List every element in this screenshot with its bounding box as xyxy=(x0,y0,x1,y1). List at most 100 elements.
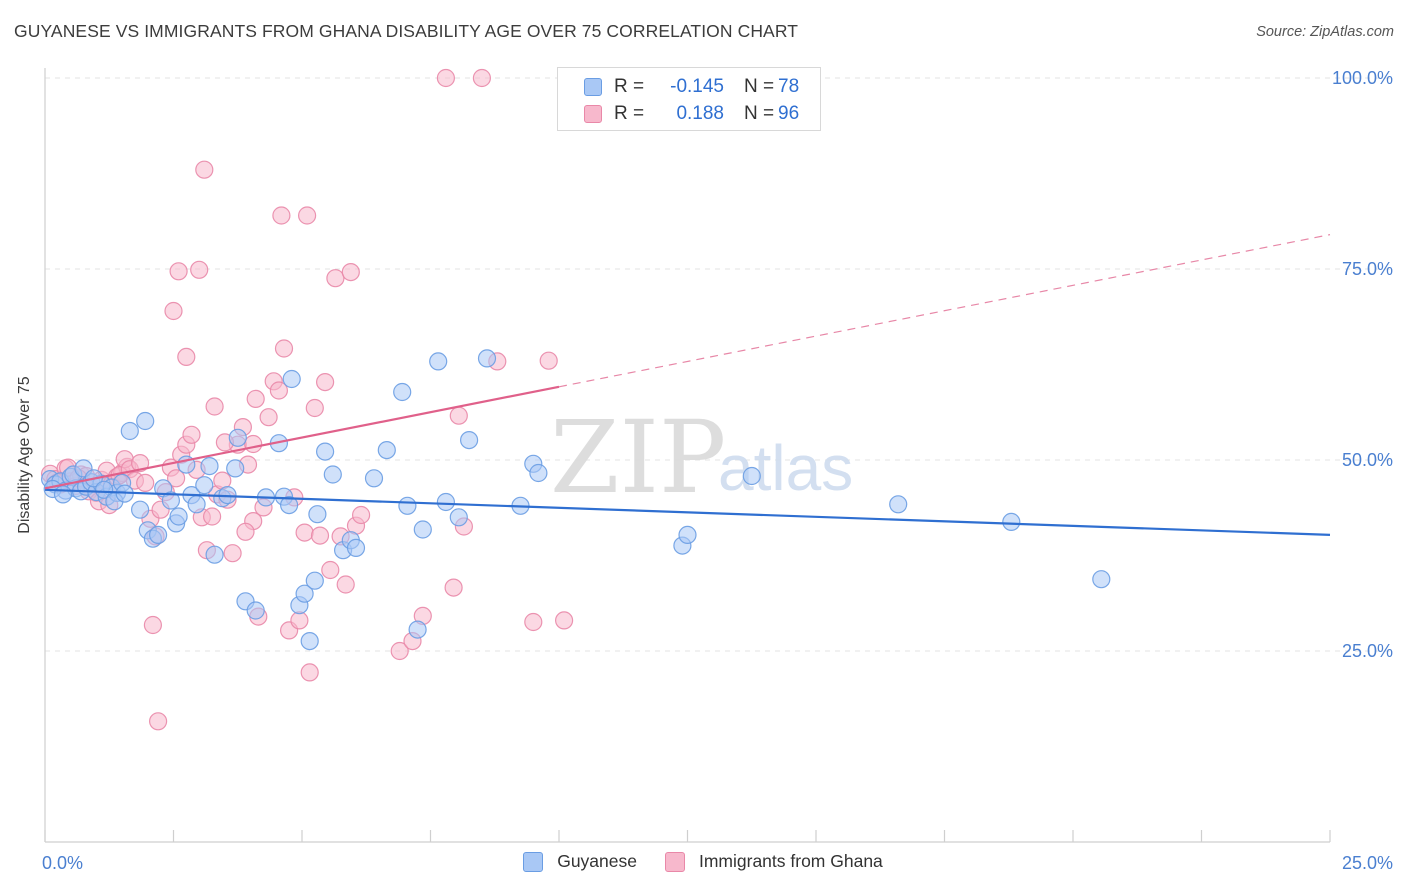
trend-line-guyanese xyxy=(44,488,1331,536)
ghana-point xyxy=(326,269,345,288)
x-tick-label: 25.0% xyxy=(1342,853,1393,873)
legend-r-value: 0.188 xyxy=(676,103,724,124)
ghana-point xyxy=(246,389,265,408)
guyanese-point xyxy=(94,480,114,499)
guyanese-point xyxy=(460,431,479,450)
grid-lines xyxy=(45,77,1392,652)
ghana-point xyxy=(300,663,319,682)
ghana-point xyxy=(169,262,188,281)
ghana-point xyxy=(436,68,455,88)
legend-label-ghana: Immigrants from Ghana xyxy=(698,851,883,871)
guyanese-point xyxy=(295,584,314,603)
ghana-legend-swatch xyxy=(664,851,685,872)
legend-n-label: N = xyxy=(744,103,775,124)
legend-r-value: -0.145 xyxy=(670,76,724,97)
correlation-legend: R = -0.145 N = 78 R = 0.188 N = 96 xyxy=(557,67,821,131)
guyanese-point xyxy=(161,491,180,510)
ghana-point xyxy=(444,578,463,597)
guyanese-point xyxy=(53,485,73,504)
ghana-swatch xyxy=(584,105,602,123)
ghana-point xyxy=(524,612,543,632)
ghana-point xyxy=(203,507,222,526)
ghana-point xyxy=(298,206,317,225)
guyanese-point xyxy=(195,476,214,495)
guyanese-point xyxy=(316,442,335,461)
guyanese-point xyxy=(205,545,224,564)
ghana-point xyxy=(310,526,330,545)
y-tick-label: 75.0% xyxy=(1342,259,1393,279)
guyanese-point xyxy=(377,441,396,460)
guyanese-point xyxy=(346,538,366,558)
tick-labels: 25.0% 50.0% 75.0% 100.0% 0.0% 25.0% xyxy=(42,68,1393,873)
guyanese-swatch xyxy=(584,78,602,96)
legend-item-guyanese: Guyanese xyxy=(523,851,637,872)
ghana-point xyxy=(336,575,355,594)
guyanese-point xyxy=(889,495,908,514)
legend-label-guyanese: Guyanese xyxy=(557,851,637,871)
ghana-point xyxy=(321,560,340,580)
legend-n-value: 78 xyxy=(778,76,800,97)
guyanese-point xyxy=(305,571,324,590)
legend-n-value: 96 xyxy=(778,103,800,124)
ghana-point xyxy=(390,641,409,661)
watermark-zip: ZIP xyxy=(550,399,726,516)
ghana-point xyxy=(236,522,255,541)
guyanese-point xyxy=(449,508,468,527)
legend-row-guyanese: R = -0.145 N = 78 xyxy=(584,75,799,99)
legend-r-label: R = xyxy=(614,103,645,124)
y-tick-label: 100.0% xyxy=(1332,68,1393,88)
guyanese-point xyxy=(398,496,417,515)
ghana-point xyxy=(190,260,209,279)
guyanese-point xyxy=(408,620,427,639)
ghana-point xyxy=(136,473,155,492)
y-tick-label: 50.0% xyxy=(1342,450,1393,470)
ghana-point xyxy=(539,351,558,370)
trend-line-ghana xyxy=(44,385,560,490)
chart-title: GUYANESE VS IMMIGRANTS FROM GHANA DISABI… xyxy=(14,21,799,41)
guyanese-point xyxy=(280,496,299,515)
ghana-point xyxy=(149,712,168,731)
ghana-point xyxy=(352,505,371,525)
guyanese-point xyxy=(187,495,206,514)
legend-item-ghana: Immigrants from Ghana xyxy=(664,851,883,872)
x-tick-label: 0.0% xyxy=(42,853,83,873)
ghana-point xyxy=(167,469,186,488)
guyanese-point xyxy=(131,500,150,519)
legend-r-label: R = xyxy=(614,76,645,97)
guyanese-point xyxy=(477,349,497,368)
guyanese-point xyxy=(200,457,219,476)
ghana-point xyxy=(182,425,201,444)
watermark: ZIP atlas xyxy=(550,399,853,516)
ghana-point xyxy=(223,544,242,563)
legend-row-ghana: R = 0.188 N = 96 xyxy=(584,102,799,126)
ghana-point xyxy=(244,434,263,454)
y-tick-label: 25.0% xyxy=(1342,641,1393,661)
guyanese-point xyxy=(413,520,432,539)
guyanese-legend-swatch xyxy=(523,851,544,872)
y-axis-label: Disability Age Over 75 xyxy=(16,376,33,534)
guyanese-point xyxy=(226,459,245,478)
ghana-point xyxy=(195,160,214,179)
guyanese-point xyxy=(300,631,319,651)
ghana-point xyxy=(554,611,574,630)
trend-lines xyxy=(44,234,1331,536)
guyanese-point xyxy=(364,469,384,488)
ghana-point xyxy=(274,339,294,358)
ghana-point xyxy=(290,611,309,630)
guyanese-point xyxy=(308,505,327,524)
guyanese-point xyxy=(1002,512,1021,532)
series-legend: Guyanese Immigrants from Ghana xyxy=(0,851,1406,872)
guyanese-point xyxy=(228,428,247,447)
ghana-point xyxy=(472,68,491,88)
ghana-point xyxy=(316,373,335,392)
ghana-point xyxy=(164,301,183,321)
guyanese-point xyxy=(436,492,455,512)
guyanese-point xyxy=(149,525,168,545)
guyanese-point xyxy=(323,465,342,484)
guyanese-point xyxy=(429,352,448,371)
guyanese-point xyxy=(742,466,761,486)
trend-line-ghana-projection xyxy=(558,234,1331,388)
ghana-point xyxy=(305,398,324,418)
ghana-point xyxy=(131,454,150,473)
ghana-point xyxy=(177,347,196,366)
